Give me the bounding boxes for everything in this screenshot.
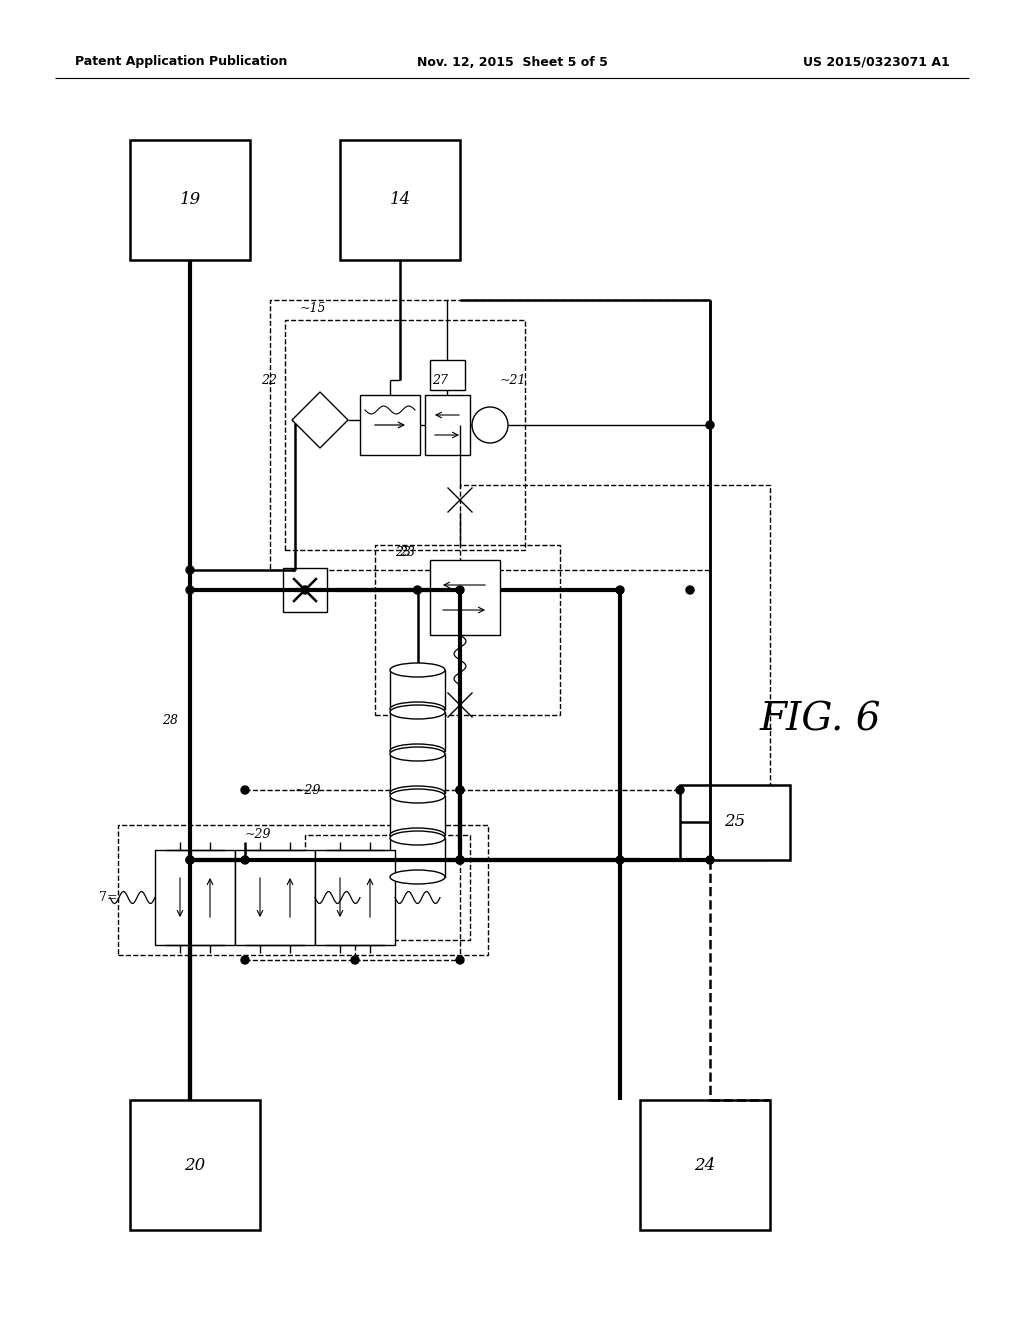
Bar xyxy=(390,711,445,751)
Circle shape xyxy=(351,956,359,964)
Text: Nov. 12, 2015  Sheet 5 of 5: Nov. 12, 2015 Sheet 5 of 5 xyxy=(417,55,607,69)
Circle shape xyxy=(456,855,464,865)
Bar xyxy=(375,545,560,715)
Circle shape xyxy=(241,855,249,865)
Bar xyxy=(430,560,500,635)
Circle shape xyxy=(301,586,309,594)
Text: ~29: ~29 xyxy=(295,784,322,796)
Circle shape xyxy=(456,785,464,795)
Bar xyxy=(390,671,445,709)
Ellipse shape xyxy=(390,785,445,800)
Bar xyxy=(270,300,710,570)
Circle shape xyxy=(616,586,624,594)
Bar xyxy=(130,140,250,260)
Circle shape xyxy=(456,855,464,865)
Ellipse shape xyxy=(390,870,445,884)
Text: ~21: ~21 xyxy=(500,374,526,387)
Circle shape xyxy=(706,855,714,865)
Circle shape xyxy=(186,855,194,865)
Circle shape xyxy=(456,586,464,594)
Circle shape xyxy=(456,855,464,865)
Text: 28: 28 xyxy=(162,714,178,726)
Text: 20: 20 xyxy=(184,1156,206,1173)
Text: 14: 14 xyxy=(389,191,411,209)
Text: 19: 19 xyxy=(179,191,201,209)
Circle shape xyxy=(241,785,249,795)
Text: 27: 27 xyxy=(432,374,449,387)
Bar xyxy=(425,395,470,455)
Bar xyxy=(234,850,315,945)
Ellipse shape xyxy=(390,663,445,677)
Ellipse shape xyxy=(390,705,445,719)
Ellipse shape xyxy=(390,832,445,845)
Circle shape xyxy=(456,956,464,964)
Circle shape xyxy=(676,785,684,795)
Text: US 2015/0323071 A1: US 2015/0323071 A1 xyxy=(803,55,950,69)
Bar xyxy=(390,838,445,876)
Circle shape xyxy=(186,855,194,865)
Circle shape xyxy=(456,785,464,795)
Circle shape xyxy=(414,586,422,594)
Text: 25: 25 xyxy=(724,813,745,830)
Ellipse shape xyxy=(390,789,445,803)
Circle shape xyxy=(686,586,694,594)
Text: Patent Application Publication: Patent Application Publication xyxy=(75,55,288,69)
Bar xyxy=(430,360,465,389)
Text: 24: 24 xyxy=(694,1156,716,1173)
Bar xyxy=(285,319,525,550)
Circle shape xyxy=(241,956,249,964)
Ellipse shape xyxy=(390,744,445,758)
Bar xyxy=(340,140,460,260)
Text: ~15: ~15 xyxy=(300,301,327,314)
Polygon shape xyxy=(292,392,348,447)
Circle shape xyxy=(616,855,624,865)
Bar xyxy=(283,568,327,612)
Bar xyxy=(315,850,395,945)
Bar xyxy=(390,754,445,793)
Bar xyxy=(130,1100,260,1230)
Bar xyxy=(640,1100,770,1230)
Text: 23: 23 xyxy=(399,546,415,560)
Bar xyxy=(680,785,790,861)
Text: 23: 23 xyxy=(395,546,411,560)
Bar xyxy=(460,484,770,861)
Circle shape xyxy=(706,421,714,429)
Text: 22: 22 xyxy=(261,374,278,387)
Circle shape xyxy=(186,566,194,574)
Circle shape xyxy=(186,586,194,594)
Ellipse shape xyxy=(390,747,445,762)
Ellipse shape xyxy=(390,702,445,715)
Text: 7=: 7= xyxy=(98,891,118,904)
Bar xyxy=(155,850,234,945)
Text: FIG. 6: FIG. 6 xyxy=(759,701,881,738)
Text: ~29: ~29 xyxy=(245,829,271,842)
Bar xyxy=(360,395,420,455)
Ellipse shape xyxy=(390,828,445,842)
Bar xyxy=(118,825,488,954)
Bar xyxy=(390,796,445,836)
Bar xyxy=(305,836,470,940)
